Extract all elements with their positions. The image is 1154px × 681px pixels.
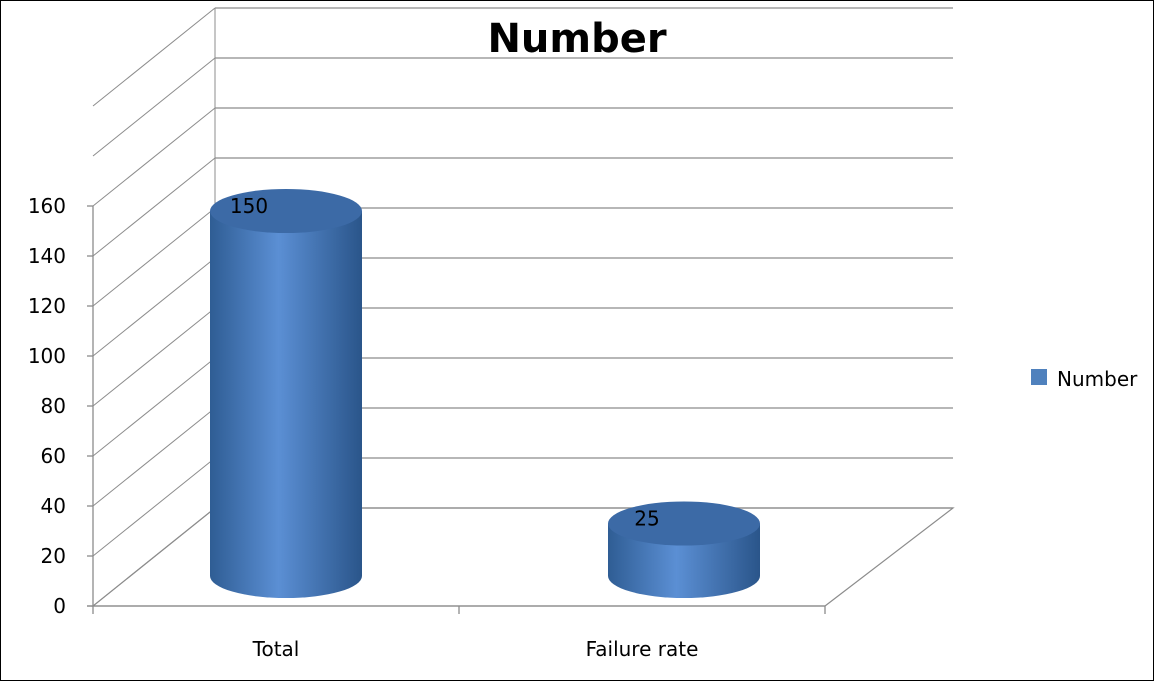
- side-wall-line: [92, 57, 216, 157]
- side-wall-line: [92, 407, 216, 507]
- bar: [608, 501, 760, 598]
- y-tick-label: 100: [28, 344, 66, 368]
- bar-cylinder-body: [210, 211, 362, 598]
- bar-cylinder-top: [210, 189, 362, 233]
- bar-cylinder-top: [608, 501, 760, 546]
- chart-title: Number: [487, 16, 666, 62]
- bars: [210, 189, 760, 598]
- bar: [210, 189, 362, 598]
- data-labels: 150 25: [230, 194, 660, 531]
- side-wall-line: [92, 107, 216, 207]
- side-wall-line: [92, 207, 216, 307]
- side-wall-line: [92, 307, 216, 407]
- legend: Number: [1031, 367, 1138, 391]
- side-wall-line: [92, 357, 216, 457]
- side-wall-line: [92, 7, 216, 107]
- y-axis-ticks: 0 20 40 60 80 100 120 140 160: [28, 194, 94, 618]
- x-category-label: Failure rate: [586, 637, 699, 661]
- y-tick-label: 140: [28, 244, 66, 268]
- y-tick-label: 120: [28, 294, 66, 318]
- legend-swatch: [1031, 369, 1047, 385]
- side-wall-line: [92, 457, 216, 557]
- x-category-label: Total: [252, 637, 300, 661]
- y-tick-label: 0: [53, 594, 66, 618]
- side-wall-line: [92, 157, 216, 257]
- y-tick-label: 160: [28, 194, 66, 218]
- side-wall-line: [92, 257, 216, 357]
- legend-label: Number: [1057, 367, 1138, 391]
- x-axis: Total Failure rate: [87, 605, 826, 661]
- y-tick-label: 40: [41, 494, 66, 518]
- y-tick-label: 20: [41, 544, 66, 568]
- data-label: 25: [634, 507, 659, 531]
- y-tick-label: 80: [41, 394, 66, 418]
- y-tick-label: 60: [41, 444, 66, 468]
- data-label: 150: [230, 194, 268, 218]
